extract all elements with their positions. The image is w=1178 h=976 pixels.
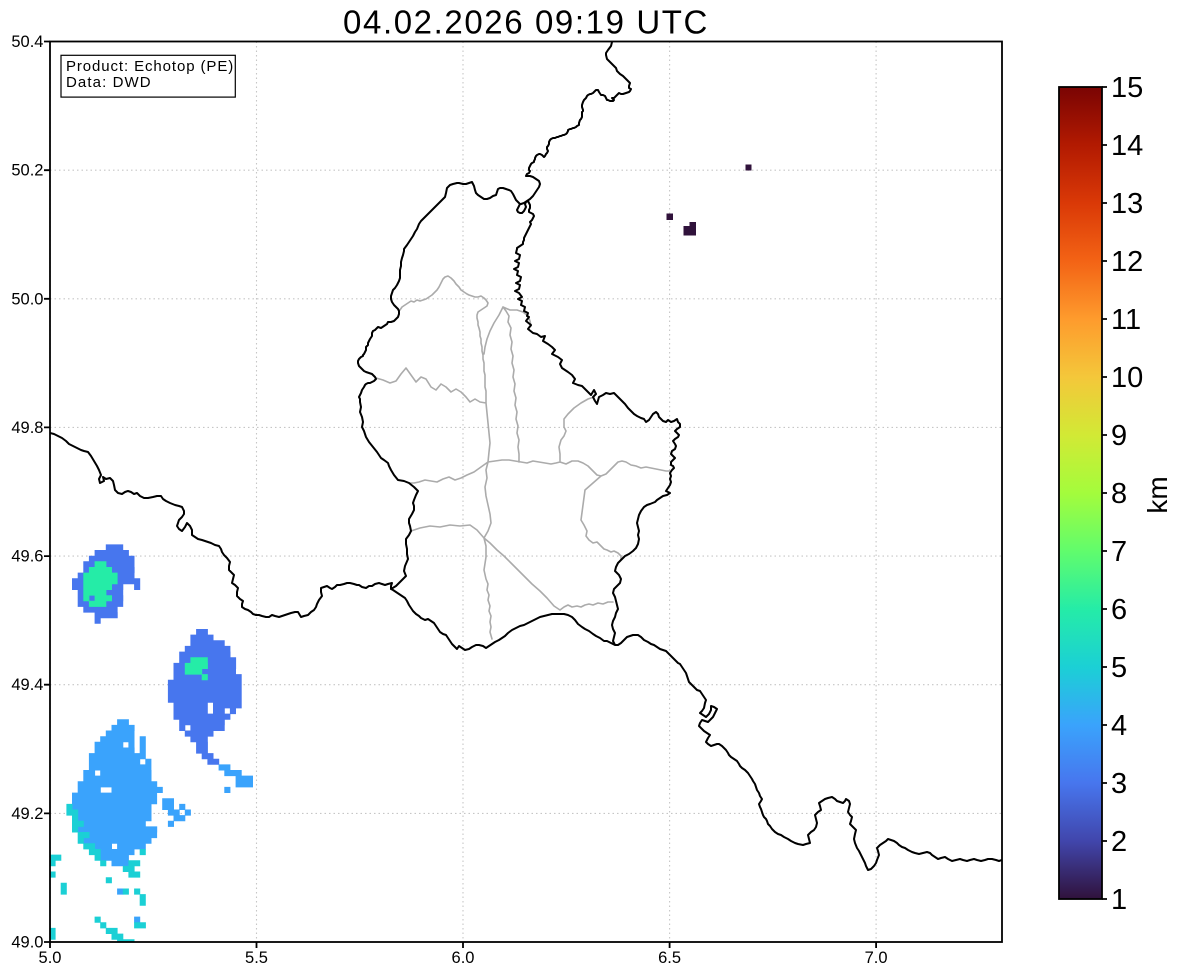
svg-text:49.2: 49.2: [11, 805, 43, 823]
svg-text:7.0: 7.0: [865, 949, 888, 967]
svg-text:1: 1: [1111, 884, 1127, 916]
svg-text:04.02.2026 09:19 UTC: 04.02.2026 09:19 UTC: [343, 4, 709, 41]
svg-text:6: 6: [1111, 594, 1127, 626]
svg-text:50.0: 50.0: [11, 290, 43, 308]
svg-text:6.0: 6.0: [452, 949, 475, 967]
svg-text:6.5: 6.5: [658, 949, 681, 967]
svg-text:5: 5: [1111, 652, 1127, 684]
svg-text:2: 2: [1111, 826, 1127, 858]
svg-text:10: 10: [1111, 362, 1143, 394]
svg-text:7: 7: [1111, 536, 1127, 568]
svg-text:Data: DWD: Data: DWD: [66, 74, 152, 91]
svg-text:13: 13: [1111, 188, 1143, 220]
svg-text:Product: Echotop (PE): Product: Echotop (PE): [66, 58, 234, 75]
svg-text:5.5: 5.5: [245, 949, 268, 967]
svg-text:5.0: 5.0: [39, 949, 62, 967]
svg-text:49.6: 49.6: [11, 548, 43, 566]
svg-text:12: 12: [1111, 246, 1143, 278]
svg-text:15: 15: [1111, 72, 1143, 104]
svg-text:49.0: 49.0: [11, 934, 43, 952]
svg-text:3: 3: [1111, 768, 1127, 800]
svg-text:8: 8: [1111, 478, 1127, 510]
svg-text:9: 9: [1111, 420, 1127, 452]
svg-text:49.4: 49.4: [11, 676, 43, 694]
svg-text:49.8: 49.8: [11, 419, 43, 437]
svg-text:14: 14: [1111, 130, 1143, 162]
svg-text:4: 4: [1111, 710, 1127, 742]
svg-text:11: 11: [1111, 304, 1141, 336]
svg-text:50.4: 50.4: [11, 33, 43, 51]
svg-text:km: km: [1142, 476, 1173, 513]
svg-text:50.2: 50.2: [11, 162, 43, 180]
